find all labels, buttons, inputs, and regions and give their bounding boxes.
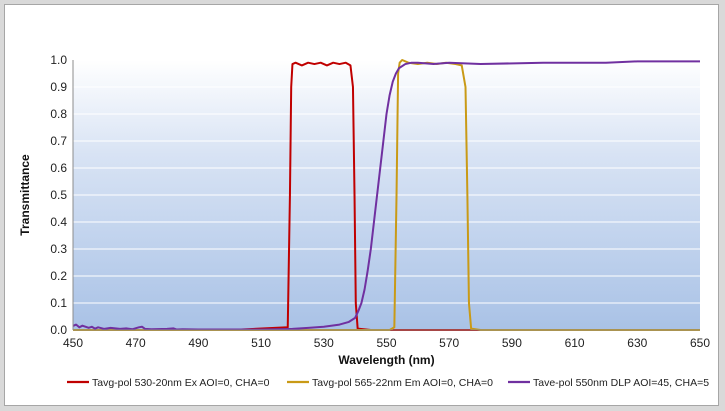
chart-svg: 0.0 0.1 0.2 0.3 0.4 0.5 0.6 0.7 0.8 0.9 1.0 450 470 4… — [18, 53, 710, 389]
series-line-3 — [72, 60, 700, 331]
x-tick-label: 650 — [690, 336, 710, 350]
x-tick-label: 530 — [314, 336, 334, 350]
y-tick-label: 0.5 — [50, 188, 67, 202]
x-tick-label: 510 — [251, 336, 271, 350]
y-tick-label: 0.0 — [50, 323, 67, 337]
x-tick-label: 450 — [63, 336, 83, 350]
legend: Tavg-pol 530-20nm Ex AOI=0, CHA=0 Tavg-po… — [67, 377, 709, 389]
x-tick-label: 550 — [376, 336, 396, 350]
x-tick-label: 490 — [188, 336, 208, 350]
x-tick-label: 470 — [126, 336, 146, 350]
x-axis-title: Wavelength (nm) — [338, 353, 434, 367]
y-tick-label: 0.8 — [50, 107, 67, 121]
y-tick-label: 1.0 — [50, 53, 67, 67]
y-tick-label: 0.6 — [50, 161, 67, 175]
x-tick-label: 570 — [439, 336, 459, 350]
y-tick-label: 0.9 — [50, 80, 67, 94]
gridlines — [73, 59, 700, 331]
chart-frame: 0.0 0.1 0.2 0.3 0.4 0.5 0.6 0.7 0.8 0.9 1.0 450 470 4… — [4, 4, 719, 406]
legend-label-2: Tavg-pol 565-22nm Em AOI=0, CHA=0 — [312, 377, 493, 389]
y-tick-label: 0.1 — [50, 296, 67, 310]
x-tick-label: 590 — [502, 336, 522, 350]
series-line-1 — [73, 61, 700, 331]
y-tick-label: 0.3 — [50, 242, 67, 256]
x-tick-label: 610 — [565, 336, 585, 350]
y-tick-label: 0.4 — [50, 215, 67, 229]
series-layer — [72, 59, 700, 331]
legend-label-3: Tave-pol 550nm DLP AOI=45, CHA=5 — [533, 377, 709, 389]
y-tick-label: 0.2 — [50, 269, 67, 283]
legend-label-1: Tavg-pol 530-20nm Ex AOI=0, CHA=0 — [92, 377, 270, 389]
tick-labels: 0.0 0.1 0.2 0.3 0.4 0.5 0.6 0.7 0.8 0.9 1.0 450 470 4… — [50, 53, 710, 350]
x-tick-label: 630 — [627, 336, 647, 350]
y-tick-label: 0.7 — [50, 134, 67, 148]
y-axis-title: Transmittance — [18, 154, 32, 236]
axes — [72, 60, 700, 331]
